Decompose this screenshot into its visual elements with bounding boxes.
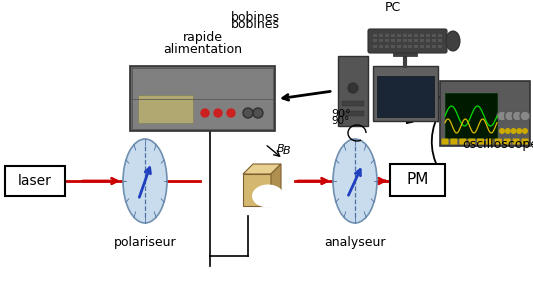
FancyBboxPatch shape [377, 76, 434, 117]
FancyBboxPatch shape [426, 45, 430, 48]
FancyBboxPatch shape [379, 45, 383, 48]
FancyBboxPatch shape [504, 138, 511, 144]
FancyBboxPatch shape [426, 34, 430, 37]
Text: 90°: 90° [331, 109, 351, 119]
FancyBboxPatch shape [397, 34, 401, 37]
FancyBboxPatch shape [379, 39, 383, 42]
FancyBboxPatch shape [138, 95, 193, 123]
Circle shape [214, 109, 222, 117]
FancyBboxPatch shape [397, 39, 401, 42]
Circle shape [253, 108, 263, 118]
FancyBboxPatch shape [130, 66, 275, 131]
FancyBboxPatch shape [243, 174, 271, 206]
FancyBboxPatch shape [385, 45, 389, 48]
FancyBboxPatch shape [338, 56, 368, 126]
Ellipse shape [227, 160, 263, 188]
Text: laser: laser [18, 174, 52, 188]
FancyBboxPatch shape [438, 39, 442, 42]
FancyBboxPatch shape [385, 34, 389, 37]
FancyBboxPatch shape [486, 138, 493, 144]
FancyBboxPatch shape [414, 34, 418, 37]
Text: PC: PC [385, 1, 401, 14]
Ellipse shape [123, 139, 167, 223]
Ellipse shape [252, 184, 284, 208]
Circle shape [201, 109, 209, 117]
FancyBboxPatch shape [373, 34, 377, 37]
Polygon shape [243, 164, 281, 174]
FancyBboxPatch shape [421, 45, 424, 48]
FancyBboxPatch shape [393, 51, 417, 56]
FancyBboxPatch shape [5, 166, 65, 196]
Text: bobines: bobines [230, 18, 279, 31]
FancyBboxPatch shape [391, 34, 395, 37]
FancyBboxPatch shape [477, 138, 484, 144]
Circle shape [505, 111, 515, 121]
FancyBboxPatch shape [385, 39, 389, 42]
Circle shape [512, 111, 522, 121]
Text: PM: PM [406, 172, 429, 188]
Circle shape [505, 128, 511, 134]
FancyBboxPatch shape [432, 39, 436, 42]
FancyBboxPatch shape [450, 138, 457, 144]
FancyBboxPatch shape [342, 111, 364, 116]
FancyBboxPatch shape [513, 138, 520, 144]
Circle shape [348, 83, 358, 93]
FancyBboxPatch shape [438, 34, 442, 37]
FancyBboxPatch shape [402, 34, 407, 37]
Ellipse shape [333, 139, 377, 223]
Circle shape [520, 111, 530, 121]
FancyBboxPatch shape [459, 138, 466, 144]
FancyBboxPatch shape [414, 45, 418, 48]
Text: B: B [283, 146, 290, 156]
FancyBboxPatch shape [440, 81, 530, 146]
FancyBboxPatch shape [421, 39, 424, 42]
FancyBboxPatch shape [397, 45, 401, 48]
Circle shape [522, 128, 528, 134]
FancyBboxPatch shape [379, 34, 383, 37]
FancyBboxPatch shape [432, 34, 436, 37]
Circle shape [516, 128, 522, 134]
Circle shape [499, 128, 505, 134]
Polygon shape [271, 164, 281, 206]
Circle shape [511, 128, 516, 134]
FancyBboxPatch shape [421, 34, 424, 37]
FancyBboxPatch shape [373, 66, 438, 121]
FancyBboxPatch shape [342, 101, 364, 106]
FancyBboxPatch shape [391, 45, 395, 48]
Circle shape [497, 111, 507, 121]
Circle shape [243, 108, 253, 118]
FancyBboxPatch shape [521, 138, 529, 144]
FancyBboxPatch shape [408, 39, 413, 42]
Text: rapide: rapide [182, 31, 222, 44]
FancyBboxPatch shape [391, 39, 395, 42]
FancyBboxPatch shape [373, 39, 377, 42]
FancyBboxPatch shape [402, 39, 407, 42]
Ellipse shape [446, 31, 460, 51]
Circle shape [227, 109, 235, 117]
Text: bobines: bobines [230, 11, 279, 24]
FancyBboxPatch shape [432, 45, 436, 48]
Text: analyseur: analyseur [324, 236, 386, 249]
Text: alimentation: alimentation [163, 43, 242, 56]
FancyBboxPatch shape [132, 68, 273, 129]
FancyBboxPatch shape [368, 29, 447, 53]
FancyBboxPatch shape [438, 45, 442, 48]
FancyBboxPatch shape [445, 93, 497, 138]
FancyBboxPatch shape [495, 138, 502, 144]
FancyBboxPatch shape [390, 164, 445, 196]
FancyBboxPatch shape [373, 45, 377, 48]
FancyBboxPatch shape [408, 34, 413, 37]
FancyBboxPatch shape [414, 39, 418, 42]
FancyBboxPatch shape [441, 138, 448, 144]
FancyBboxPatch shape [426, 39, 430, 42]
FancyBboxPatch shape [402, 45, 407, 48]
Text: 90°: 90° [332, 116, 350, 126]
Text: oscilloscope: oscilloscope [462, 138, 533, 151]
Text: polariseur: polariseur [114, 236, 176, 249]
FancyBboxPatch shape [468, 138, 475, 144]
Text: B: B [277, 144, 285, 154]
FancyBboxPatch shape [408, 45, 413, 48]
